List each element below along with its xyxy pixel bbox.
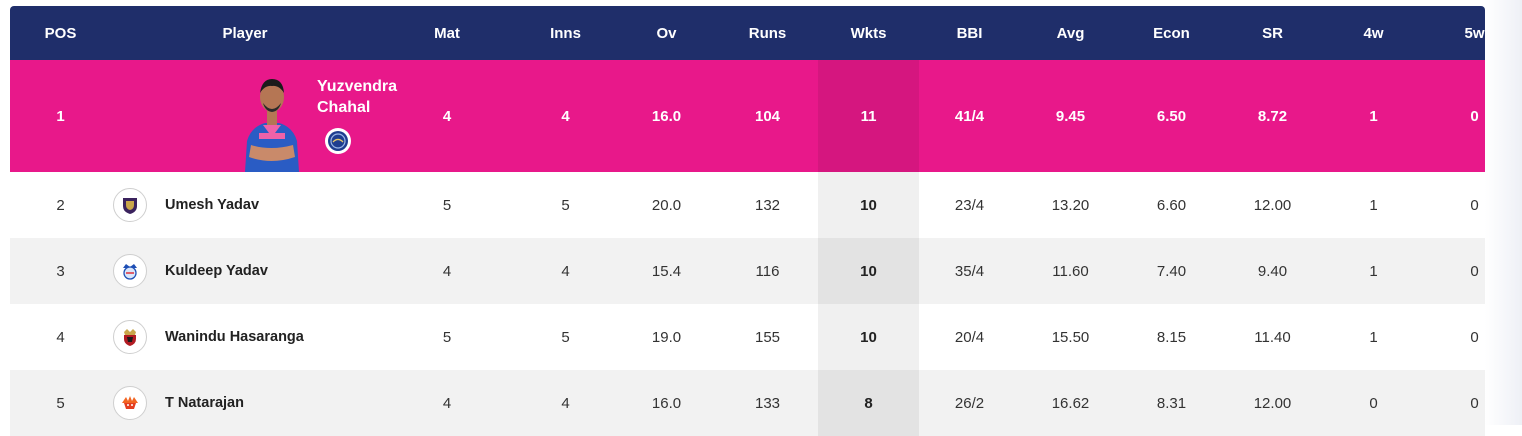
row-ov: 15.4 bbox=[651, 262, 682, 280]
col-header-econ[interactable]: Econ bbox=[1153, 24, 1190, 42]
col-header-player[interactable]: Player bbox=[222, 24, 268, 42]
row-pos: 4 bbox=[56, 328, 65, 346]
player-name[interactable]: Kuldeep Yadav bbox=[165, 263, 268, 279]
row-mat: 4 bbox=[442, 107, 452, 125]
row-5w: 0 bbox=[1470, 196, 1479, 214]
row-ov: 20.0 bbox=[651, 196, 682, 214]
player-first-name: Yuzvendra bbox=[317, 78, 398, 95]
row-bbi: 26/2 bbox=[954, 394, 985, 412]
col-header-runs[interactable]: Runs bbox=[748, 24, 787, 42]
row-avg: 13.20 bbox=[1051, 196, 1090, 214]
table-row[interactable]: 5 T Natarajan 4 4 16.0 133 8 26/2 16.62 … bbox=[10, 370, 1485, 436]
col-header-5w[interactable]: 5w bbox=[1464, 24, 1485, 42]
row-inns: 5 bbox=[561, 328, 570, 346]
row-4w: 1 bbox=[1369, 196, 1378, 214]
row-bbi: 35/4 bbox=[954, 262, 985, 280]
row-avg: 9.45 bbox=[1055, 107, 1086, 125]
row-wkts: 10 bbox=[818, 172, 919, 238]
row-4w: 1 bbox=[1369, 262, 1378, 280]
row-pos: 5 bbox=[56, 394, 65, 412]
row-econ: 8.15 bbox=[1156, 328, 1187, 346]
col-header-inns[interactable]: Inns bbox=[550, 24, 581, 42]
row-player[interactable]: Yuzvendra Chahal bbox=[111, 60, 397, 172]
col-header-mat[interactable]: Mat bbox=[434, 24, 460, 42]
col-header-4w[interactable]: 4w bbox=[1363, 24, 1384, 42]
col-header-wkts[interactable]: Wkts bbox=[850, 24, 887, 42]
row-econ: 7.40 bbox=[1156, 262, 1187, 280]
row-econ: 8.31 bbox=[1156, 394, 1187, 412]
row-player[interactable]: Umesh Yadav bbox=[111, 172, 379, 238]
table-row[interactable]: 3 Kuldeep Yadav 4 4 15.4 116 10 35/4 11.… bbox=[10, 238, 1485, 304]
kolkata-knight-riders-logo-icon bbox=[113, 188, 147, 222]
rajasthan-royals-logo-icon bbox=[325, 128, 351, 154]
col-header-bbi[interactable]: BBI bbox=[956, 24, 983, 42]
row-4w: 1 bbox=[1369, 107, 1378, 125]
row-inns: 4 bbox=[561, 107, 570, 125]
bowling-stats-table: POS Player Mat Inns Ov Runs Wkts BBI Avg… bbox=[10, 6, 1485, 436]
row-runs: 132 bbox=[754, 196, 781, 214]
row-pos: 2 bbox=[56, 196, 65, 214]
row-inns: 4 bbox=[561, 394, 570, 412]
row-mat: 5 bbox=[442, 196, 452, 214]
row-4w: 0 bbox=[1369, 394, 1378, 412]
player-last-name: Chahal bbox=[317, 99, 371, 116]
row-mat: 5 bbox=[442, 328, 452, 346]
royal-challengers-bangalore-logo-icon bbox=[113, 320, 147, 354]
row-5w: 0 bbox=[1470, 262, 1479, 280]
row-pos: 3 bbox=[56, 262, 65, 280]
col-header-avg[interactable]: Avg bbox=[1056, 24, 1085, 42]
row-econ: 6.50 bbox=[1156, 107, 1187, 125]
row-runs: 104 bbox=[754, 107, 781, 125]
row-wkts: 10 bbox=[818, 304, 919, 370]
row-5w: 0 bbox=[1470, 107, 1479, 125]
row-runs: 116 bbox=[755, 262, 780, 280]
row-inns: 4 bbox=[561, 262, 570, 280]
col-header-pos[interactable]: POS bbox=[44, 24, 77, 42]
row-avg: 11.60 bbox=[1052, 262, 1089, 280]
col-header-sr[interactable]: SR bbox=[1262, 24, 1283, 42]
row-player[interactable]: Wanindu Hasaranga bbox=[111, 304, 379, 370]
row-econ: 6.60 bbox=[1156, 196, 1187, 214]
row-4w: 1 bbox=[1369, 328, 1378, 346]
row-avg: 15.50 bbox=[1051, 328, 1090, 346]
row-player[interactable]: T Natarajan bbox=[111, 370, 379, 436]
row-ov: 19.0 bbox=[651, 328, 682, 346]
row-bbi: 20/4 bbox=[954, 328, 985, 346]
row-runs: 133 bbox=[754, 394, 781, 412]
row-inns: 5 bbox=[561, 196, 570, 214]
player-name[interactable]: Umesh Yadav bbox=[165, 197, 260, 213]
row-5w: 0 bbox=[1470, 328, 1479, 346]
delhi-capitals-logo-icon bbox=[113, 254, 147, 288]
row-sr: 11.40 bbox=[1254, 328, 1291, 346]
row-bbi: 41/4 bbox=[954, 107, 985, 125]
table-row-leader[interactable]: 1 Yuzvendra Chahal bbox=[10, 60, 1485, 172]
player-name[interactable]: T Natarajan bbox=[165, 395, 244, 411]
table-header: POS Player Mat Inns Ov Runs Wkts BBI Avg… bbox=[10, 6, 1485, 60]
row-5w: 0 bbox=[1470, 394, 1479, 412]
col-header-ov[interactable]: Ov bbox=[656, 24, 677, 42]
row-sr: 12.00 bbox=[1253, 196, 1292, 214]
row-sr: 12.00 bbox=[1253, 394, 1292, 412]
row-ov: 16.0 bbox=[651, 394, 682, 412]
player-name[interactable]: Yuzvendra Chahal bbox=[317, 76, 397, 118]
row-wkts: 11 bbox=[818, 60, 919, 172]
row-wkts: 8 bbox=[818, 370, 919, 436]
row-bbi: 23/4 bbox=[954, 196, 985, 214]
table-row[interactable]: 4 Wanindu Hasaranga 5 5 19.0 155 10 20/4… bbox=[10, 304, 1485, 370]
player-photo bbox=[245, 79, 299, 172]
row-ov: 16.0 bbox=[651, 107, 682, 125]
row-pos: 1 bbox=[56, 107, 65, 125]
page-edge-shade bbox=[1485, 0, 1522, 425]
row-mat: 4 bbox=[442, 394, 452, 412]
sunrisers-hyderabad-logo-icon bbox=[113, 386, 147, 420]
row-avg: 16.62 bbox=[1051, 394, 1090, 412]
row-mat: 4 bbox=[442, 262, 452, 280]
player-name[interactable]: Wanindu Hasaranga bbox=[165, 329, 304, 345]
row-sr: 9.40 bbox=[1257, 262, 1288, 280]
row-sr: 8.72 bbox=[1257, 107, 1288, 125]
row-wkts: 10 bbox=[818, 238, 919, 304]
row-player[interactable]: Kuldeep Yadav bbox=[111, 238, 379, 304]
row-runs: 155 bbox=[754, 328, 781, 346]
table-row[interactable]: 2 Umesh Yadav 5 5 20.0 132 10 23/4 13.20… bbox=[10, 172, 1485, 238]
